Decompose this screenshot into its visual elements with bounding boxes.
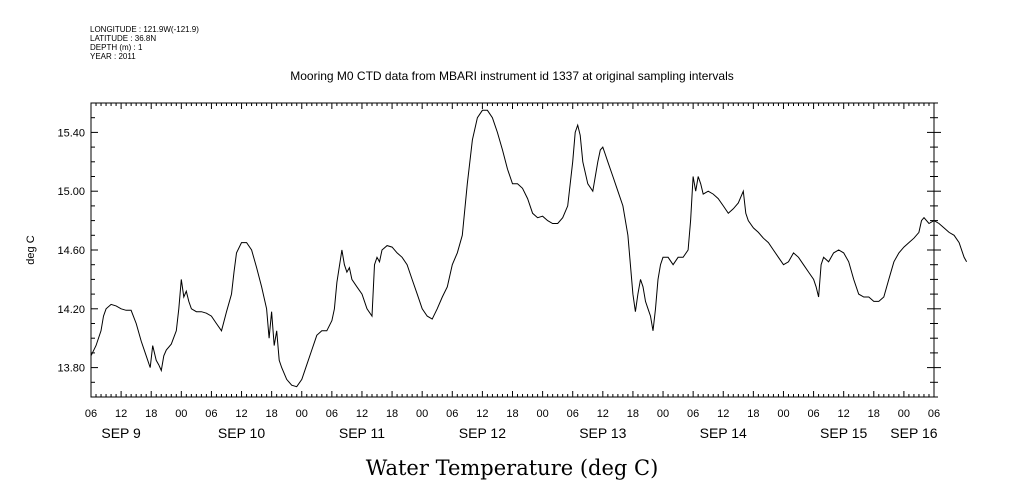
x-hour-label: 18 [386,408,398,420]
x-day-label: SEP 10 [218,425,265,441]
x-hour-label: 12 [838,408,850,420]
plot-frame [90,102,935,398]
x-hour-label: 12 [115,408,127,420]
x-hour-label: 00 [898,408,910,420]
x-day-label: SEP 12 [459,425,506,441]
x-hour-label: 18 [145,408,157,420]
x-hour-label: 00 [657,408,669,420]
x-hour-label: 06 [807,408,819,420]
y-tick-label: 15.40 [57,127,85,139]
y-tick-label: 15.00 [57,186,85,198]
chart-title: Mooring M0 CTD data from MBARI instrumen… [290,69,734,83]
x-hour-label: 06 [687,408,699,420]
x-day-label: SEP 11 [339,425,385,441]
y-axis-label: deg C [25,235,37,264]
x-hour-label: 06 [446,408,458,420]
longitude-label: LONGITUDE : 121.9W(-121.9) [90,25,199,34]
x-day-label: SEP 14 [700,425,747,441]
x-hour-label: 18 [747,408,759,420]
x-hour-label: 00 [416,408,428,420]
x-hour-label: 12 [476,408,488,420]
x-day-label: SEP 16 [890,425,937,441]
x-day-label: SEP 9 [101,425,141,441]
x-hour-label: 12 [235,408,247,420]
x-day-label: SEP 13 [579,425,626,441]
year-label: YEAR : 2011 [90,52,136,61]
series-group [90,109,968,388]
metadata-block: LONGITUDE : 121.9W(-121.9) LATITUDE : 36… [90,25,199,61]
y-tick-label: 13.80 [57,363,85,375]
x-hour-label: 00 [777,408,789,420]
x-hour-label: 18 [868,408,880,420]
x-hour-label: 06 [567,408,579,420]
x-hour-label: 06 [928,408,940,420]
water-temperature-line [90,109,968,388]
x-hour-label: 18 [266,408,278,420]
x-hour-label: 12 [717,408,729,420]
y-tick-label: 14.20 [57,304,85,316]
y-axis: 13.80 14.20 14.60 15.00 15.40 [57,102,941,398]
y-tick-label: 14.60 [57,245,85,257]
x-hour-label: 12 [356,408,368,420]
x-hour-label: 06 [326,408,338,420]
x-hour-label: 18 [627,408,639,420]
x-hour-label: 00 [175,408,187,420]
x-hour-label: 18 [506,408,518,420]
x-hour-label: 00 [296,408,308,420]
x-axis: 06 12 18 00 06 12 18 00 06 12 18 00 06 12 18 00 06 12 18 00… [85,408,940,441]
depth-label: DEPTH (m) : 1 [90,43,143,52]
minor-ticks [90,103,935,397]
latitude-label: LATITUDE : 36.8N [90,34,156,43]
x-axis-title: Water Temperature (deg C) [366,456,659,480]
x-hour-label: 00 [536,408,548,420]
x-hour-label: 12 [597,408,609,420]
x-day-label: SEP 15 [820,425,867,441]
x-hour-label: 06 [85,408,97,420]
x-hour-label: 06 [205,408,217,420]
